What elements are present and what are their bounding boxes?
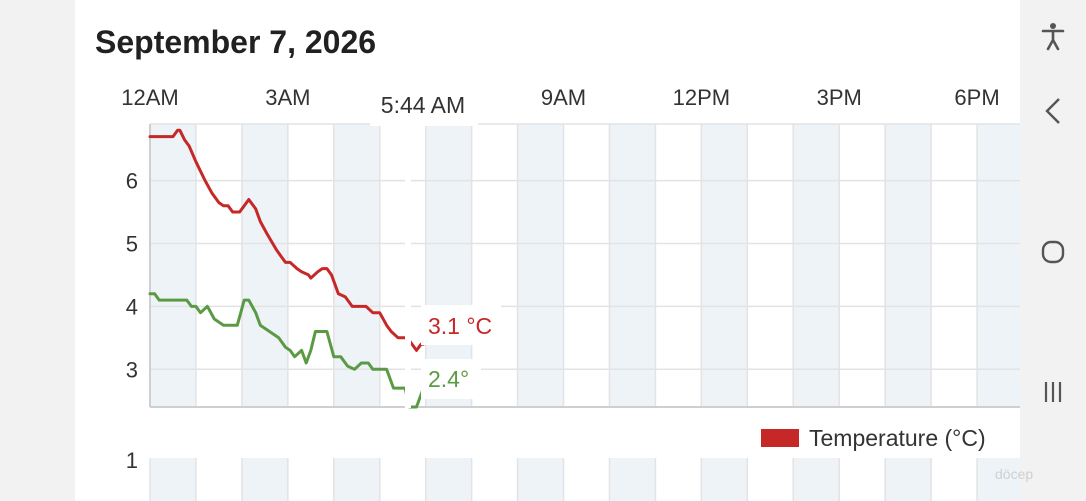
y-tick-label: 6 bbox=[126, 169, 138, 194]
hour-band bbox=[425, 458, 472, 501]
hour-band bbox=[609, 124, 656, 407]
hour-band bbox=[701, 458, 748, 501]
x-tick-label: 9AM bbox=[541, 85, 586, 110]
tooltip-time-box bbox=[370, 86, 478, 126]
system-navigation-bar bbox=[1020, 0, 1086, 501]
hour-band bbox=[609, 458, 656, 501]
recents-icon[interactable] bbox=[1035, 374, 1071, 410]
legend-label-temperature: Temperature (°C) bbox=[809, 425, 986, 451]
panel2-y-tick-label: 1 bbox=[126, 448, 138, 473]
tooltip-dew-point: 2.4° bbox=[428, 366, 469, 392]
y-tick-label: 4 bbox=[126, 294, 138, 319]
x-tick-label: 3PM bbox=[817, 85, 862, 110]
hour-band bbox=[885, 458, 932, 501]
page-title: September 7, 2026 bbox=[95, 24, 377, 60]
y-tick-label: 5 bbox=[126, 231, 138, 256]
tooltip-time: 5:44 AM bbox=[381, 92, 465, 118]
legend-swatch-temperature bbox=[761, 429, 799, 447]
x-tick-label: 6PM bbox=[954, 85, 999, 110]
watermark: döcep bbox=[995, 466, 1034, 482]
hour-band bbox=[517, 458, 564, 501]
tooltip-temp-box bbox=[421, 305, 501, 345]
hour-band bbox=[793, 458, 840, 501]
hour-band bbox=[150, 458, 196, 501]
hour-band bbox=[885, 124, 932, 407]
tooltip-temperature: 3.1 °C bbox=[428, 313, 492, 339]
series-line-dew-point[interactable] bbox=[148, 292, 425, 409]
hour-band bbox=[517, 124, 564, 407]
home-icon[interactable] bbox=[1035, 234, 1071, 270]
hour-band bbox=[977, 458, 1020, 501]
x-tick-label: 12PM bbox=[673, 85, 730, 110]
tooltip-dew-box bbox=[421, 359, 481, 399]
hour-band bbox=[241, 458, 288, 501]
hour-band bbox=[333, 458, 380, 501]
x-tick-label: 12AM bbox=[121, 85, 178, 110]
back-icon[interactable] bbox=[1035, 93, 1071, 129]
accessibility-icon[interactable] bbox=[1035, 18, 1071, 54]
hour-band bbox=[333, 124, 380, 407]
hour-band bbox=[150, 124, 196, 407]
legend[interactable]: Temperature (°C) bbox=[761, 425, 986, 451]
x-tick-label: 3AM bbox=[265, 85, 310, 110]
hour-band bbox=[977, 124, 1020, 407]
series-line-temperature[interactable] bbox=[148, 128, 425, 352]
hour-band bbox=[241, 124, 288, 407]
hour-band bbox=[793, 124, 840, 407]
y-tick-label: 3 bbox=[126, 357, 138, 382]
hour-band bbox=[701, 124, 748, 407]
